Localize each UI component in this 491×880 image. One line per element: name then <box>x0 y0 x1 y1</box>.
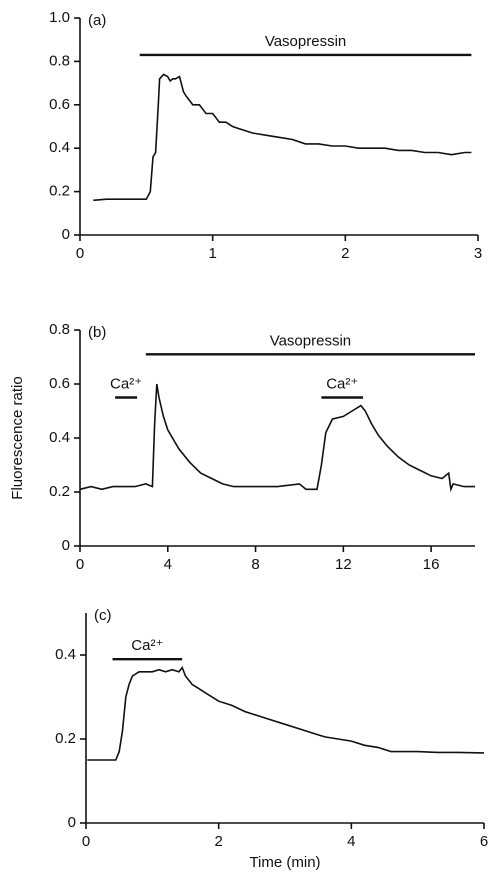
y-tick-label: 0.2 <box>49 483 70 500</box>
x-tick-label: 2 <box>214 833 222 850</box>
y-tick-label: 0.2 <box>49 183 70 200</box>
y-tick-label: 0 <box>62 537 70 554</box>
annotation-label: Ca²⁺ <box>110 375 142 392</box>
y-tick-label: 0.4 <box>49 429 70 446</box>
x-tick-label: 4 <box>164 556 172 573</box>
annotation-label: Ca²⁺ <box>131 637 163 654</box>
y-tick-label: 0.4 <box>55 646 76 663</box>
y-tick-label: 0 <box>62 226 70 243</box>
x-tick-label: 6 <box>480 833 488 850</box>
panel-label: (c) <box>94 607 112 624</box>
x-tick-label: 0 <box>76 245 84 262</box>
x-tick-label: 16 <box>423 556 440 573</box>
x-tick-label: 3 <box>474 245 482 262</box>
x-tick-label: 12 <box>335 556 352 573</box>
y-tick-label: 1.0 <box>49 9 70 26</box>
x-tick-label: 8 <box>251 556 259 573</box>
y-tick-label: 0.6 <box>49 96 70 113</box>
x-tick-label: 0 <box>82 833 90 850</box>
y-tick-label: 0.2 <box>55 730 76 747</box>
annotation-label: Ca²⁺ <box>326 375 358 392</box>
y-tick-label: 0.8 <box>49 321 70 338</box>
x-axis-label: Time (min) <box>249 854 320 871</box>
annotation-label: Vasopressin <box>270 332 351 349</box>
y-tick-label: 0.6 <box>49 375 70 392</box>
trace <box>79 383 475 493</box>
y-tick-label: 0 <box>68 814 76 831</box>
trace <box>93 73 472 202</box>
panel-label: (b) <box>88 324 106 341</box>
x-tick-label: 4 <box>347 833 355 850</box>
panel-label: (a) <box>88 12 106 29</box>
x-tick-label: 0 <box>76 556 84 573</box>
y-tick-label: 0.8 <box>49 52 70 69</box>
trace <box>87 666 485 761</box>
y-axis-label: Fluorescence ratio <box>9 376 26 499</box>
y-tick-label: 0.4 <box>49 139 70 156</box>
annotation-label: Vasopressin <box>265 33 346 50</box>
x-tick-label: 1 <box>208 245 216 262</box>
x-tick-label: 2 <box>341 245 349 262</box>
